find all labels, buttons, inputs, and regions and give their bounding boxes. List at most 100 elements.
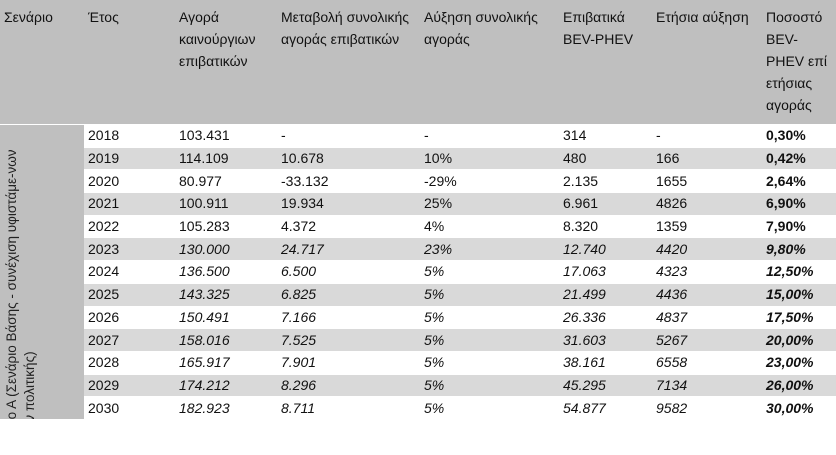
cell-bev-phev: 45.295 [559,374,652,398]
cell-share: 7,90% [762,215,836,239]
cell-bev-phev: 6.961 [559,192,652,216]
cell-market-change: 6.500 [277,260,420,284]
table-row: 2022 105.283 4.372 4% 8.320 1359 7,90% [0,215,836,239]
cell-annual-increase: 6558 [652,351,762,375]
cell-annual-increase: 4436 [652,283,762,307]
header-market-growth: Αύξηση συνολικής αγοράς [420,0,559,125]
cell-bev-phev: 26.336 [559,306,652,330]
cell-year: 2022 [84,215,175,239]
table-row: 2024 136.500 6.500 5% 17.063 4323 12,50% [0,260,836,284]
ev-scenario-table: Σενάριο Έτος Αγορά καινούργιων επιβατικώ… [0,0,836,420]
cell-market-growth: 4% [420,215,559,239]
header-scenario: Σενάριο [0,0,84,125]
cell-new-cars: 80.977 [175,169,277,194]
header-share: Ποσοστό BEV-PHEV επί ετήσιας αγοράς [762,0,836,125]
cell-market-growth: 25% [420,192,559,216]
cell-new-cars: 150.491 [175,306,277,330]
cell-market-change: 7.166 [277,306,420,330]
cell-new-cars: 182.923 [175,396,277,420]
cell-market-growth: 5% [420,283,559,307]
cell-market-growth: -29% [420,169,559,194]
cell-market-change: 10.678 [277,147,420,171]
table-row: 2020 80.977 -33.132 -29% 2.135 1655 2,64% [0,169,836,194]
cell-bev-phev: 21.499 [559,283,652,307]
cell-annual-increase: 4420 [652,237,762,262]
cell-market-change: - [277,124,420,148]
table-body: Σενάριο Α (Σενάριο Βάσης - συνέχιση υφισ… [0,124,836,420]
cell-share: 20,00% [762,328,836,352]
cell-share: 15,00% [762,283,836,307]
header-bev-phev: Επιβατικά BEV-PHEV [559,0,652,125]
cell-bev-phev: 54.877 [559,396,652,420]
header-market-change: Μεταβολή συνολικής αγοράς επιβατικών [277,0,420,125]
cell-year: 2030 [84,396,175,420]
cell-new-cars: 165.917 [175,351,277,375]
cell-year: 2018 [84,124,175,148]
cell-new-cars: 174.212 [175,374,277,398]
cell-new-cars: 103.431 [175,124,277,148]
table-row: Σενάριο Α (Σενάριο Βάσης - συνέχιση υφισ… [0,124,836,420]
table-row: 2029 174.212 8.296 5% 45.295 7134 26,00% [0,374,836,398]
cell-share: 26,00% [762,374,836,398]
cell-new-cars: 105.283 [175,215,277,239]
table-row: 2026 150.491 7.166 5% 26.336 4837 17,50% [0,306,836,330]
cell-year: 2023 [84,237,175,262]
cell-market-change: 8.296 [277,374,420,398]
cell-new-cars: 114.109 [175,147,277,171]
header-new-cars: Αγορά καινούργιων επιβατικών [175,0,277,125]
cell-year: 2024 [84,260,175,284]
cell-new-cars: 143.325 [175,283,277,307]
header-row: Σενάριο Έτος Αγορά καινούργιων επιβατικώ… [0,0,836,125]
cell-market-change: 4.372 [277,215,420,239]
cell-share: 0,42% [762,147,836,171]
table-row: 2023 130.000 24.717 23% 12.740 4420 9,80% [0,237,836,262]
table-row: 2028 165.917 7.901 5% 38.161 6558 23,00% [0,351,836,375]
cell-new-cars: 130.000 [175,237,277,262]
cell-market-change: 7.525 [277,328,420,352]
cell-annual-increase: 4826 [652,192,762,216]
cell-annual-increase: 1655 [652,169,762,194]
cell-bev-phev: 314 [559,124,652,148]
cell-market-growth: 5% [420,351,559,375]
cell-year: 2027 [84,328,175,352]
cell-market-growth: 5% [420,306,559,330]
cell-bev-phev: 17.063 [559,260,652,284]
table-row: 2027 158.016 7.525 5% 31.603 5267 20,00% [0,328,836,352]
cell-year: 2025 [84,283,175,307]
cell-new-cars: 158.016 [175,328,277,352]
cell-share: 9,80% [762,237,836,262]
cell-market-growth: 23% [420,237,559,262]
cell-share: 2,64% [762,169,836,194]
cell-market-growth: 5% [420,260,559,284]
cell-market-growth: 5% [420,396,559,420]
cell-annual-increase: 9582 [652,396,762,420]
cell-share: 17,50% [762,306,836,330]
table-row: 2019 114.109 10.678 10% 480 166 0,42% [0,147,836,171]
header-year: Έτος [84,0,175,125]
cell-share: 12,50% [762,260,836,284]
cell-market-change: 19.934 [277,192,420,216]
cell-share: 23,00% [762,351,836,375]
cell-new-cars: 100.911 [175,192,277,216]
cell-year: 2020 [84,169,175,194]
cell-new-cars: 136.500 [175,260,277,284]
cell-annual-increase: 4837 [652,306,762,330]
cell-market-change: 24.717 [277,237,420,262]
cell-bev-phev: 8.320 [559,215,652,239]
cell-annual-increase: 166 [652,147,762,171]
cell-bev-phev: 480 [559,147,652,171]
cell-bev-phev: 38.161 [559,351,652,375]
cell-year: 2019 [84,147,175,171]
cell-year: 2026 [84,306,175,330]
cell-annual-increase: 1359 [652,215,762,239]
cell-market-growth: - [420,124,559,148]
table-row: 2025 143.325 6.825 5% 21.499 4436 15,00% [0,283,836,307]
cell-market-growth: 5% [420,328,559,352]
table-row: 2021 100.911 19.934 25% 6.961 4826 6,90% [0,192,836,216]
cell-market-change: 7.901 [277,351,420,375]
cell-market-change: -33.132 [277,169,420,194]
scenario-cell: Σενάριο Α (Σενάριο Βάσης - συνέχιση υφισ… [0,124,84,420]
cell-share: 6,90% [762,192,836,216]
cell-annual-increase: 5267 [652,328,762,352]
cell-market-growth: 10% [420,147,559,171]
